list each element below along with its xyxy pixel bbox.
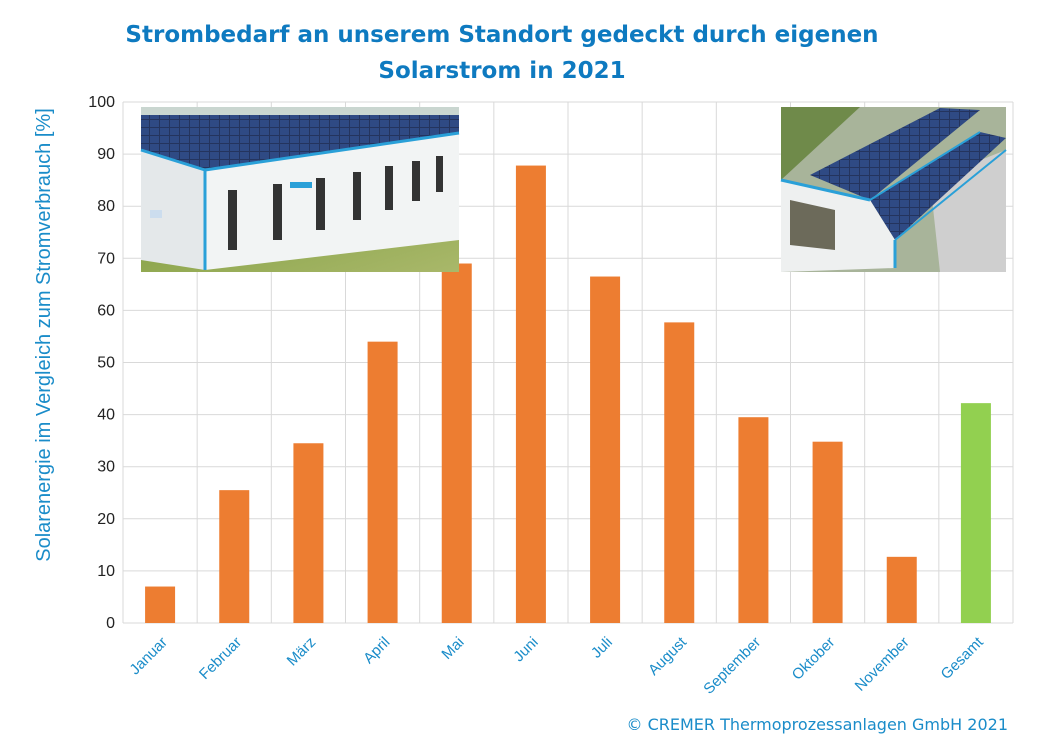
title-line-1: Strombedarf an unserem Standort gedeckt … [125,22,878,48]
y-tick-label: 40 [97,407,115,424]
title-line-2: Solarstrom in 2021 [378,58,625,84]
x-axis-ticks: Januar Februar März April Mai Juni Juli August S… [126,633,987,697]
y-tick-label: 70 [97,250,115,267]
solar-hall-photo-right [780,107,1007,272]
chart-title: Strombedarf an unserem Standort gedeckt … [125,22,878,84]
bar-februar [219,490,250,623]
bar-mai [441,263,472,623]
y-tick-label: 50 [97,355,115,372]
y-tick-label: 20 [97,511,115,528]
y-tick-label: 0 [106,615,115,632]
x-tick-label: Oktober [789,634,839,684]
y-tick-label: 60 [97,302,115,319]
bars [145,165,991,623]
y-tick-label: 30 [97,459,115,476]
x-tick-label: September [700,634,764,698]
y-tick-label: 10 [97,563,115,580]
bar-märz [293,443,324,623]
bar-gesamt [960,403,991,623]
x-tick-label: Februar [196,634,245,683]
x-tick-label: Gesamt [938,633,988,683]
bar-august [664,322,695,623]
x-tick-label: März [284,634,320,670]
y-axis-label: Solarenergie im Vergleich zum Stromverbr… [33,108,55,562]
gridlines [122,101,1014,624]
copyright-footer: © CREMER Thermoprozessanlagen GmbH 2021 [626,715,1008,734]
bar-juni [515,165,546,623]
bar-oktober [812,441,843,623]
bar-september [738,417,769,623]
x-tick-label: November [852,634,913,695]
x-tick-label: Januar [126,634,170,678]
x-tick-label: Juni [510,634,541,665]
y-axis-ticks: 0 10 20 30 40 50 60 70 80 90 100 [88,94,115,632]
x-tick-label: August [645,633,691,679]
bar-januar [145,586,176,623]
y-tick-label: 90 [97,146,115,163]
x-tick-label: Mai [438,634,467,663]
solar-hall-photo-left [140,107,460,272]
y-tick-label: 100 [88,94,115,111]
x-tick-label: April [360,634,393,667]
bar-november [886,556,917,623]
bar-juli [590,276,621,623]
y-tick-label: 80 [97,198,115,215]
bar-april [367,341,398,623]
x-tick-label: Juli [588,634,616,662]
